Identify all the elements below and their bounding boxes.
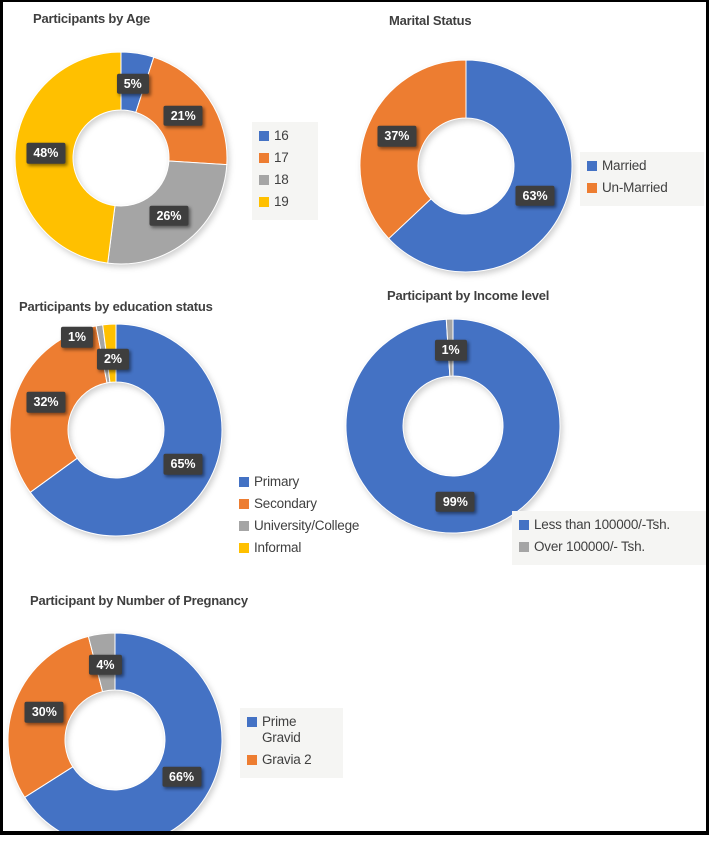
legend-item: University/College bbox=[239, 518, 368, 534]
legend-item: 16 bbox=[259, 128, 312, 144]
data-label: 21% bbox=[163, 105, 203, 126]
legend-label: Married bbox=[602, 158, 647, 173]
legend-item: Un-Married bbox=[587, 180, 698, 196]
data-label: 26% bbox=[149, 205, 189, 227]
pie-slice-gravia-2 bbox=[7, 635, 104, 799]
data-label: 48% bbox=[26, 143, 66, 164]
pie-slice-primary bbox=[29, 323, 223, 537]
pie-slice-over-100000-tsh- bbox=[445, 318, 454, 377]
chart-legend: Married Un-Married bbox=[580, 152, 704, 206]
legend-item: Over 100000/- Tsh. bbox=[519, 539, 702, 555]
legend-label: Informal bbox=[254, 540, 302, 555]
legend-item: Less than 100000/-Tsh. bbox=[519, 517, 702, 533]
chart-title: Participants by education status bbox=[19, 299, 213, 314]
legend-marker-icon bbox=[259, 197, 269, 207]
chart-number-of-pregnancy: Participant by Number of Pregnancy 66% 30… bbox=[3, 2, 706, 831]
data-label: 37% bbox=[377, 125, 417, 147]
pie-slice-prime-gravid bbox=[23, 632, 223, 831]
pie-slice-unnamed bbox=[87, 632, 116, 693]
legend-label: Secondary bbox=[254, 496, 317, 511]
pie-slice-married bbox=[388, 59, 573, 273]
legend-marker-icon bbox=[259, 153, 269, 163]
data-label: 5% bbox=[116, 73, 149, 94]
chart-legend: 16 17 18 19 bbox=[252, 122, 318, 220]
data-label: 63% bbox=[515, 185, 555, 207]
chart-legend: Less than 100000/-Tsh. Over 100000/- Tsh. bbox=[512, 511, 706, 565]
legend-label: 18 bbox=[274, 172, 289, 187]
data-label: 1% bbox=[434, 339, 467, 361]
donut-ring bbox=[7, 632, 223, 831]
legend-item: Prime Gravid bbox=[247, 714, 337, 746]
data-label: 30% bbox=[24, 701, 64, 723]
pie-slice-19 bbox=[14, 51, 122, 264]
legend-item: Married bbox=[587, 158, 698, 174]
legend-label: 19 bbox=[274, 194, 289, 209]
data-label: 32% bbox=[26, 392, 66, 413]
donut-ring bbox=[9, 323, 223, 537]
legend-label: University/College bbox=[254, 518, 360, 533]
chart-education-status: Participants by education status 65% 32% 1… bbox=[3, 2, 706, 831]
chart-title: Participant by Income level bbox=[387, 288, 550, 303]
donut-ring bbox=[14, 51, 228, 265]
pie-slice-18 bbox=[107, 160, 228, 265]
legend-marker-icon bbox=[239, 477, 249, 487]
legend-item: Primary bbox=[239, 474, 368, 490]
chart-participants-by-age: Participants by Age 5% 21% 26% 48% 16 17 18 19 bbox=[3, 2, 706, 831]
legend-marker-icon bbox=[247, 717, 257, 727]
data-label: 2% bbox=[96, 348, 130, 370]
legend-item: 18 bbox=[259, 172, 312, 188]
chart-title: Marital Status bbox=[389, 13, 472, 28]
pie-slice-informal bbox=[102, 323, 117, 383]
data-label: 1% bbox=[60, 326, 94, 348]
legend-marker-icon bbox=[239, 499, 249, 509]
data-label: 65% bbox=[163, 453, 203, 475]
pie-slice-university-college bbox=[95, 324, 111, 384]
legend-marker-icon bbox=[587, 183, 597, 193]
pie-slice-secondary bbox=[9, 325, 108, 494]
legend-marker-icon bbox=[247, 755, 257, 765]
donut-ring bbox=[345, 318, 561, 534]
legend-label: 16 bbox=[274, 128, 289, 143]
legend-item: Secondary bbox=[239, 496, 368, 512]
legend-marker-icon bbox=[587, 161, 597, 171]
chart-marital-status: Marital Status 63% 37% Married Un-Married bbox=[3, 2, 706, 831]
legend-item: Informal bbox=[239, 540, 368, 556]
legend-label: 17 bbox=[274, 150, 289, 165]
pie-slice-un-married bbox=[359, 59, 467, 240]
legend-label: Prime Gravid bbox=[262, 714, 301, 745]
legend-label: Gravia 2 bbox=[262, 752, 312, 767]
legend-marker-icon bbox=[259, 175, 269, 185]
data-label: 66% bbox=[162, 766, 202, 787]
chart-income-level: Participant by Income level 99% 1% Less th… bbox=[3, 2, 706, 831]
chart-legend: Primary Secondary University/College Inform… bbox=[232, 468, 374, 566]
legend-item: Gravia 2 bbox=[247, 752, 337, 768]
legend-marker-icon bbox=[519, 542, 529, 552]
legend-marker-icon bbox=[519, 520, 529, 530]
pie-slice-17 bbox=[135, 56, 228, 166]
legend-item: 19 bbox=[259, 194, 312, 210]
data-label: 4% bbox=[89, 654, 122, 675]
pie-slice-less-than-100000-tsh- bbox=[345, 318, 561, 534]
legend-marker-icon bbox=[239, 521, 249, 531]
donut-ring bbox=[359, 59, 573, 273]
pie-slice-16 bbox=[120, 51, 155, 113]
chart-title: Participant by Number of Pregnancy bbox=[30, 593, 248, 608]
chart-legend: Prime Gravid Gravia 2 bbox=[240, 708, 343, 778]
legend-marker-icon bbox=[239, 543, 249, 553]
chart-title: Participants by Age bbox=[33, 11, 151, 26]
legend-label: Over 100000/- Tsh. bbox=[534, 539, 645, 554]
legend-label: Un-Married bbox=[602, 180, 668, 195]
legend-item: 17 bbox=[259, 150, 312, 166]
legend-label: Less than 100000/-Tsh. bbox=[534, 517, 670, 532]
legend-marker-icon bbox=[259, 131, 269, 141]
legend-label: Primary bbox=[254, 474, 300, 489]
data-label: 99% bbox=[435, 491, 475, 513]
